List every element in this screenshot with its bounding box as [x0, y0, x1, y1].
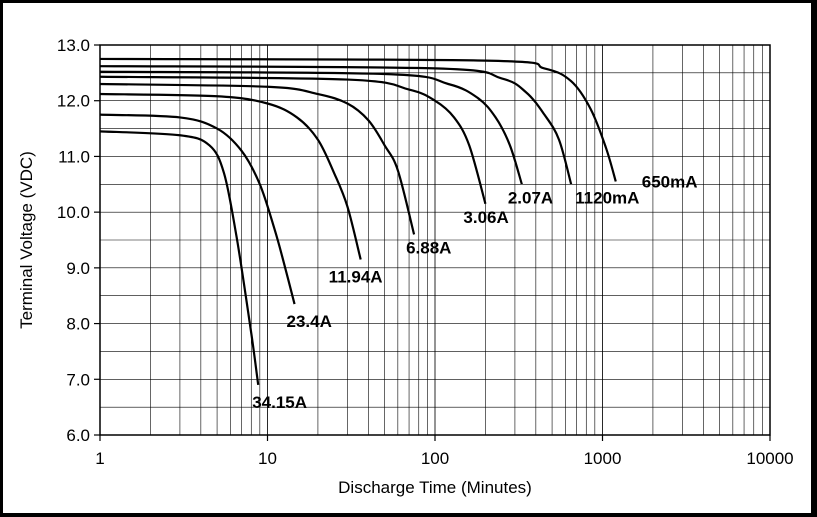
series-line-2: [99, 92, 362, 260]
series-line-0: [99, 130, 260, 386]
x-tick-label: 100: [421, 449, 449, 468]
series-line-5: [99, 70, 523, 185]
x-tick-label: 1000: [584, 449, 622, 468]
series-line-6: [99, 65, 573, 185]
curve-label: 11.94A: [329, 268, 383, 287]
y-tick-label: 12.0: [57, 92, 90, 111]
y-tick-label: 11.0: [58, 147, 90, 166]
x-axis-title: Discharge Time (Minutes): [338, 478, 532, 497]
curve-label: 650mA: [642, 173, 698, 192]
curve-label: 34.15A: [252, 393, 307, 412]
curve-label: 1120mA: [575, 188, 639, 207]
y-tick-label: 9.0: [66, 259, 90, 278]
y-tick-label: 10.0: [57, 203, 90, 222]
series-layer: [99, 57, 617, 386]
series-line-7: [99, 57, 617, 182]
y-tick-label: 6.0: [66, 426, 90, 445]
curve-label: 23.4A: [287, 312, 332, 331]
y-axis-title: Terminal Voltage (VDC): [17, 151, 36, 329]
curve-label: 3.06A: [463, 208, 508, 227]
series-line-4: [99, 75, 487, 205]
x-tick-label: 10: [258, 449, 277, 468]
y-tick-label: 13.0: [57, 36, 90, 55]
x-tick-label: 10000: [746, 449, 793, 468]
y-tick-label: 7.0: [66, 370, 90, 389]
x-tick-label: 1: [95, 449, 104, 468]
curve-label: 6.88A: [406, 238, 451, 257]
series-line-3: [99, 82, 416, 235]
series-line-1: [99, 113, 296, 305]
y-tick-label: 8.0: [66, 315, 90, 334]
ticks-layer: 1 10 100 1000 10000 6.0 7.0 8.0 9.0 10.0 11.0 12.0 1…: [57, 36, 794, 468]
curve-label: 2.07A: [508, 188, 553, 207]
